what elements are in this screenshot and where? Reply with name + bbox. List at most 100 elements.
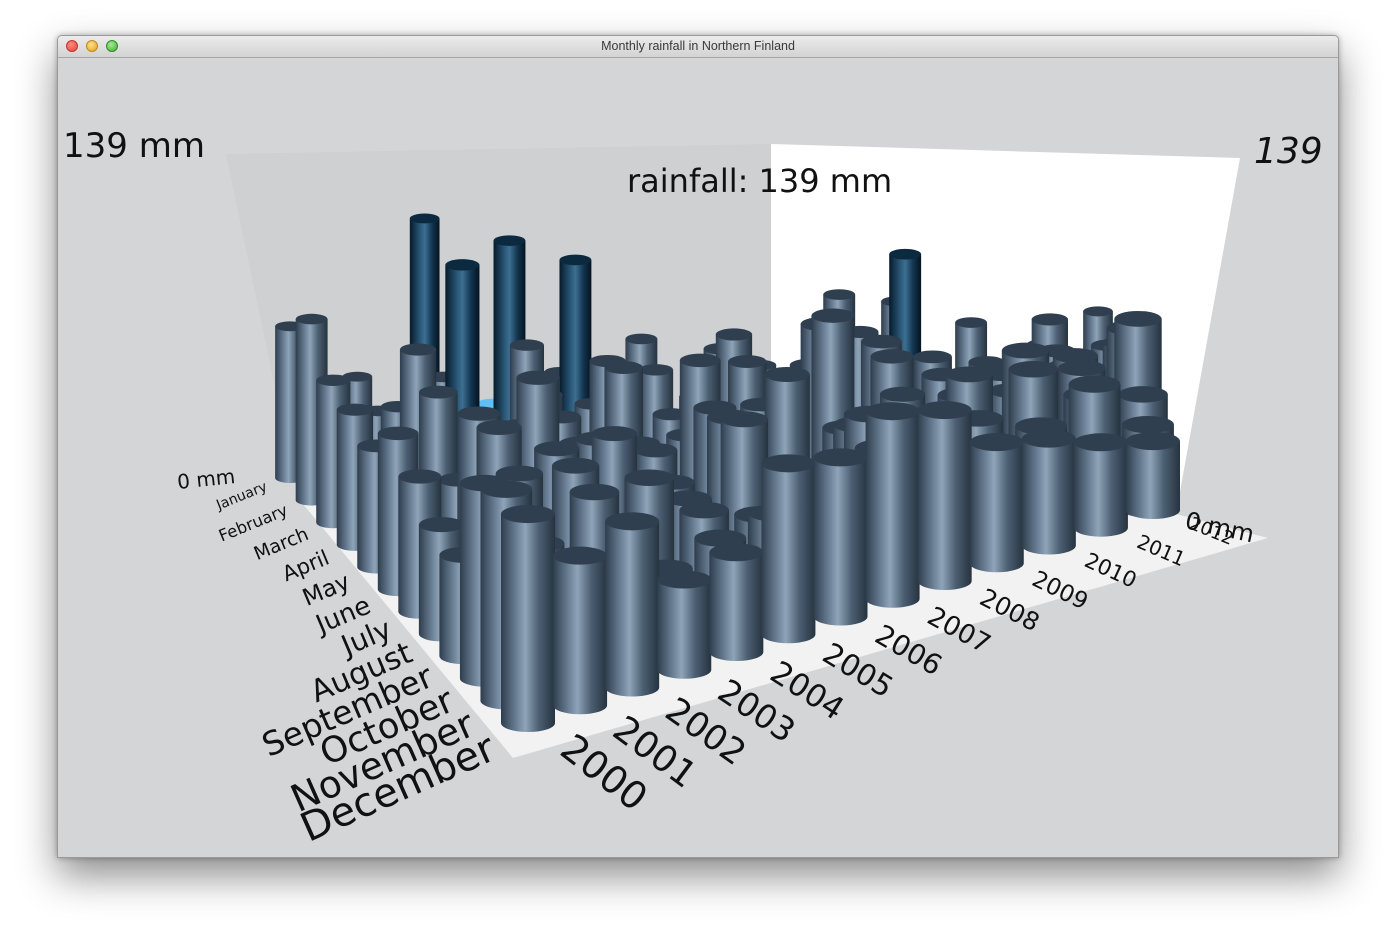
bar-top: [865, 402, 920, 421]
bar-top: [559, 254, 592, 266]
bar-top: [720, 411, 768, 428]
bar-top: [534, 441, 580, 457]
bar-december-2000[interactable]: [501, 505, 555, 732]
title-bar[interactable]: Monthly rainfall in Northern Finland: [58, 36, 1338, 58]
bar-top: [398, 469, 442, 484]
bar-top: [419, 385, 458, 399]
bar-top: [501, 505, 555, 524]
bar-top: [445, 259, 480, 271]
bar-top: [509, 339, 545, 351]
bar-body: [1126, 441, 1180, 519]
bar-top: [823, 289, 856, 300]
bar-top: [495, 465, 544, 482]
bar-body: [1073, 442, 1128, 537]
bar-top: [969, 433, 1024, 452]
bar-december-2012[interactable]: [1126, 432, 1180, 519]
bar-top: [764, 366, 810, 383]
bar-december-2011[interactable]: [1073, 433, 1128, 537]
bar-body: [813, 457, 868, 626]
y-min-label-left: 0 mm: [176, 464, 236, 494]
bar-top: [493, 235, 526, 246]
bar-december-2002[interactable]: [605, 512, 660, 697]
bar-body: [917, 410, 972, 590]
y-max-label-right: 139: [1254, 131, 1323, 172]
bar-top: [1031, 313, 1068, 326]
bar-top: [694, 529, 747, 547]
bar-body: [657, 579, 712, 679]
bar-december-2007[interactable]: [865, 402, 920, 608]
bar-top: [625, 333, 658, 345]
bar-top: [457, 406, 501, 421]
bar-top: [1068, 375, 1121, 393]
bar-top: [657, 570, 712, 589]
graph-canvas[interactable]: 139 mm 139 0 mm 0 mm January February Marc…: [58, 58, 1338, 857]
bar-top: [870, 349, 914, 364]
bar-december-2003[interactable]: [657, 570, 712, 679]
bar-top: [709, 543, 764, 562]
bar-december-2008[interactable]: [917, 401, 972, 590]
bar-december-2010[interactable]: [1021, 429, 1076, 555]
bar-body: [553, 555, 608, 715]
minimize-button[interactable]: [86, 40, 98, 52]
bar-body: [761, 463, 816, 644]
bar-top: [377, 426, 419, 441]
bar-top: [591, 426, 637, 442]
zoom-button[interactable]: [106, 40, 118, 52]
bar-top: [679, 353, 721, 368]
selection-label: rainfall: 139 mm: [627, 162, 892, 200]
bar-chart-3d[interactable]: 139 mm 139 0 mm 0 mm JanuaryFebruaryMarc…: [58, 58, 1338, 857]
bar-december-2005[interactable]: [761, 454, 816, 644]
bar-top: [917, 401, 972, 420]
bar-top: [1114, 310, 1162, 327]
bar-top: [1058, 360, 1106, 376]
bar-top: [1008, 361, 1059, 378]
close-button[interactable]: [66, 40, 78, 52]
bar-top: [1118, 386, 1168, 403]
bar-top: [879, 386, 926, 402]
bar-body: [969, 442, 1024, 573]
window-title: Monthly rainfall in Northern Finland: [601, 39, 795, 53]
bar-body: [501, 514, 555, 732]
bar-top: [399, 343, 437, 356]
bar-top: [634, 443, 678, 458]
bar-top: [1073, 433, 1128, 452]
bar-top: [639, 364, 674, 376]
bar-top: [1001, 342, 1050, 359]
bar-top: [889, 248, 922, 260]
bar-top: [551, 457, 600, 474]
bar-top: [480, 480, 533, 498]
bar-top: [945, 366, 993, 383]
bar-top: [624, 469, 675, 487]
bar-top: [811, 308, 855, 323]
bar-top: [913, 350, 952, 364]
bar-top: [418, 517, 465, 533]
app-window: Monthly rainfall in Northern Finland: [57, 35, 1339, 858]
bar-top: [715, 328, 753, 341]
bar-december-2009[interactable]: [969, 433, 1024, 573]
bar-top: [569, 483, 620, 501]
bar-top: [476, 419, 522, 436]
bar-top: [1021, 429, 1076, 448]
bar-top: [1052, 348, 1098, 364]
bar-december-2004[interactable]: [709, 543, 764, 661]
bar-top: [1122, 415, 1174, 434]
bar-top: [761, 454, 816, 473]
bar-top: [605, 512, 660, 531]
bar-top: [679, 501, 729, 519]
bar-top: [604, 361, 643, 375]
bar-top: [316, 374, 351, 386]
bar-top: [336, 403, 374, 416]
bar-top: [813, 448, 868, 467]
y-max-label-left: 139 mm: [63, 126, 205, 166]
bar-top: [409, 213, 440, 224]
bar-top: [728, 355, 767, 368]
bar-december-2001[interactable]: [553, 546, 608, 715]
bars-group: [275, 213, 1180, 732]
bar-top: [1126, 432, 1180, 451]
bar-top: [861, 334, 902, 349]
bar-body: [865, 411, 920, 608]
bar-top: [553, 546, 608, 565]
bar-december-2006[interactable]: [813, 448, 868, 626]
bar-body: [605, 521, 660, 697]
bar-top: [955, 317, 988, 328]
